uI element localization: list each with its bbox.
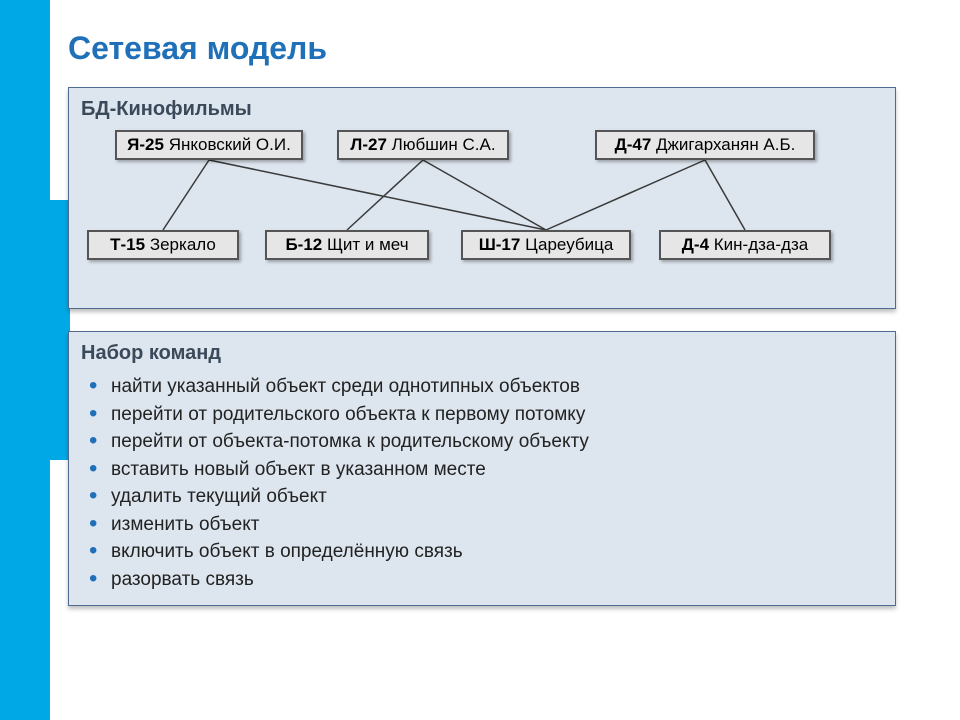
node-code: Д-47 (615, 135, 652, 154)
node-label: Щит и меч (322, 235, 408, 254)
diagram-node: Т-15 Зеркало (87, 230, 239, 260)
diagram-panel: БД-Кинофильмы Я-25 Янковский О.И. Л-27 Лю… (68, 87, 896, 309)
diagram-edges (69, 88, 895, 308)
node-label: Кин-дза-дза (709, 235, 808, 254)
diagram-node: Д-4 Кин-дза-дза (659, 230, 831, 260)
diagram-node: Ш-17 Цареубица (461, 230, 631, 260)
slide-content: Сетевая модель БД-Кинофильмы Я-25 Янковс… (68, 30, 896, 628)
diagram-node: Я-25 Янковский О.И. (115, 130, 303, 160)
node-label: Янковский О.И. (164, 135, 291, 154)
node-label: Зеркало (145, 235, 216, 254)
list-item: вставить новый объект в указанном месте (111, 456, 883, 484)
diagram-node: Д-47 Джигарханян А.Б. (595, 130, 815, 160)
list-item: изменить объект (111, 511, 883, 539)
commands-panel: Набор команд найти указанный объект сред… (68, 331, 896, 606)
list-item: включить объект в определённую связь (111, 538, 883, 566)
diagram-edge (209, 160, 546, 230)
list-item: перейти от родительского объекта к перво… (111, 401, 883, 429)
diagram-edge (347, 160, 423, 230)
diagram-edge (546, 160, 705, 230)
list-item: перейти от объекта-потомка к родительско… (111, 428, 883, 456)
diagram-edge (423, 160, 546, 230)
commands-list: найти указанный объект среди однотипных … (81, 373, 883, 593)
diagram-node: Л-27 Любшин С.А. (337, 130, 509, 160)
diagram-edge (705, 160, 745, 230)
list-item: разорвать связь (111, 566, 883, 594)
commands-title: Набор команд (81, 342, 883, 365)
node-code: Т-15 (110, 235, 145, 254)
node-code: Б-12 (285, 235, 322, 254)
node-label: Цареубица (520, 235, 613, 254)
node-code: Л-27 (350, 135, 387, 154)
node-code: Ш-17 (479, 235, 521, 254)
diagram-node: Б-12 Щит и меч (265, 230, 429, 260)
list-item: найти указанный объект среди однотипных … (111, 373, 883, 401)
node-label: Любшин С.А. (387, 135, 496, 154)
diagram-edge (163, 160, 209, 230)
node-label: Джигарханян А.Б. (651, 135, 795, 154)
list-item: удалить текущий объект (111, 483, 883, 511)
sidebar-accent-overlay (0, 200, 70, 460)
diagram-title: БД-Кинофильмы (81, 98, 883, 121)
node-code: Я-25 (127, 135, 164, 154)
node-code: Д-4 (682, 235, 709, 254)
slide-title: Сетевая модель (68, 30, 896, 67)
